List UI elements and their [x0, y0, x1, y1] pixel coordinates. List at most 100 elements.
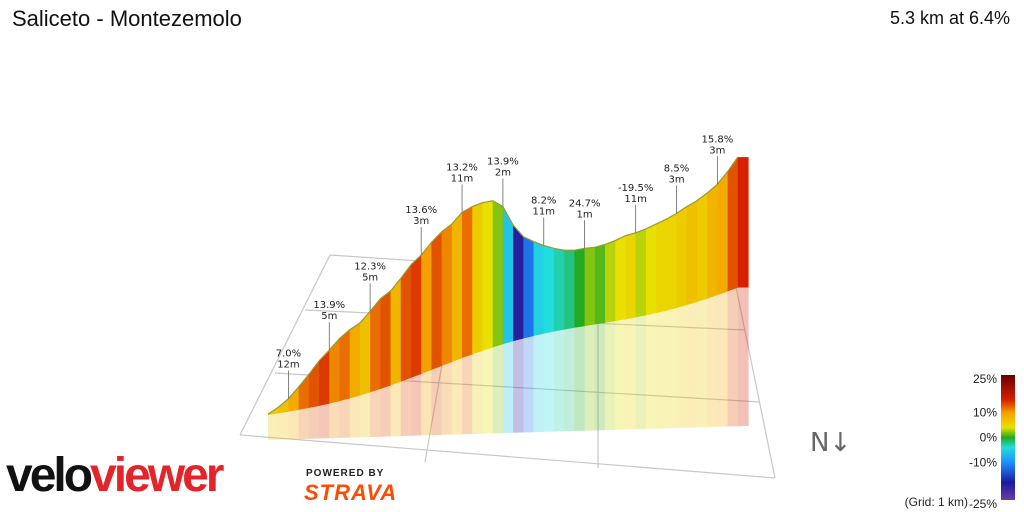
annotations: 7.0%12m13.9%5m12.3%5m13.6%3m13.2%11m13.9… — [276, 134, 733, 399]
reflection-band — [349, 395, 361, 438]
reflection-band — [625, 317, 637, 430]
reflection-band — [298, 407, 310, 440]
gradient-band — [400, 264, 412, 382]
gradient-band — [605, 240, 616, 323]
reflection-band — [502, 341, 514, 434]
annotation-gradient: 15.8% — [701, 134, 733, 145]
reflection-band — [686, 301, 698, 428]
logo-viewer: viewer — [90, 449, 224, 502]
gradient-band — [431, 231, 443, 370]
annotation-gradient: 13.9% — [313, 300, 345, 311]
annotation-gradient: 13.2% — [446, 162, 478, 173]
annotation-gradient: 8.2% — [531, 195, 556, 206]
annotation-gradient: 24.7% — [569, 198, 601, 209]
gradient-band — [553, 248, 565, 332]
annotation-length: 11m — [624, 194, 646, 205]
reflection-band — [278, 411, 290, 440]
climb-summary: 5.3 km at 6.4% — [889, 8, 1010, 28]
gradient-band — [513, 225, 524, 342]
reflection-band — [370, 388, 381, 437]
reflection-band — [431, 365, 443, 436]
reflection-band — [359, 392, 371, 438]
gradient-band — [502, 206, 514, 345]
annotation-length: 3m — [709, 145, 725, 156]
gradient-band — [543, 245, 555, 334]
reflection-band — [400, 377, 412, 437]
reflection-band — [584, 324, 596, 431]
gradient-band — [635, 228, 647, 318]
gradient-band — [666, 213, 678, 311]
profile-reflection — [268, 287, 749, 440]
annotation-length: 5m — [362, 272, 378, 283]
gradient-band — [462, 206, 473, 359]
reflection-band — [329, 401, 341, 439]
gradient-band — [308, 360, 320, 408]
reflection-band — [543, 331, 555, 432]
gradient-band — [482, 200, 494, 351]
gradient-band — [370, 298, 381, 393]
gradient-band — [319, 350, 330, 406]
reflection-band — [319, 403, 330, 439]
gradient-band — [564, 250, 575, 330]
reflection-band — [717, 291, 729, 427]
gradient-band — [737, 157, 749, 288]
annotation-gradient: 13.9% — [487, 157, 519, 168]
gradient-band — [574, 248, 586, 328]
legend-tick-label: 0% — [980, 431, 998, 445]
reflection-band — [513, 338, 524, 433]
gradient-band — [533, 241, 545, 336]
veloviewer-logo: veloviewer — [6, 449, 224, 502]
reflection-band — [451, 358, 463, 435]
reflection-band — [390, 381, 402, 437]
reflection-band — [594, 322, 606, 431]
gradient-band — [584, 247, 596, 327]
profile-wall — [268, 157, 749, 415]
gradient-band — [656, 219, 667, 314]
reflection-band — [268, 413, 279, 440]
gradient-band — [278, 398, 290, 414]
reflection-band — [727, 287, 739, 427]
legend-tick-label: -10% — [969, 456, 997, 470]
annotation-length: 2m — [495, 168, 511, 179]
annotation-gradient: 13.6% — [405, 205, 437, 216]
gradient-band — [410, 255, 422, 378]
gradient-band — [523, 236, 535, 339]
reflection-band — [533, 333, 545, 433]
reflection-band — [482, 347, 494, 434]
reflection-band — [553, 329, 565, 432]
annotation-length: 3m — [413, 216, 429, 227]
legend-tick-label: -25% — [969, 497, 997, 511]
reflection-band — [472, 350, 484, 434]
reflection-band — [308, 405, 320, 439]
reflection-band — [635, 315, 647, 430]
grid-line — [239, 254, 331, 436]
reflection-band — [462, 354, 473, 435]
gradient-band — [359, 311, 371, 396]
reflection-band — [615, 319, 627, 430]
gradient-band — [472, 202, 484, 355]
gradient-band — [451, 212, 463, 362]
gradient-band — [676, 206, 688, 308]
grid-line — [734, 281, 776, 479]
gradient-band — [288, 387, 300, 412]
reflection-band — [645, 313, 657, 429]
gradient-band — [298, 374, 310, 410]
grid-line — [239, 434, 776, 479]
gradient-band — [339, 329, 351, 402]
reflection-band — [410, 373, 422, 436]
grid-note: (Grid: 1 km) — [904, 495, 968, 509]
gradient-band — [615, 235, 627, 322]
reflection-band — [288, 409, 300, 440]
annotation-length: 11m — [451, 173, 473, 184]
reflection-band — [737, 287, 749, 427]
legend-tick-label: 25% — [973, 372, 997, 386]
reflection-band — [380, 385, 392, 437]
strava-logo: STRAVA — [304, 480, 398, 505]
gradient-band — [349, 323, 361, 399]
annotation-length: 1m — [577, 209, 593, 220]
annotation-gradient: -19.5% — [618, 183, 653, 194]
annotation-length: 5m — [321, 311, 337, 322]
page-title: Saliceto - Montezemolo — [12, 6, 242, 31]
annotation-length: 11m — [533, 206, 555, 217]
reflection-band — [564, 327, 575, 432]
